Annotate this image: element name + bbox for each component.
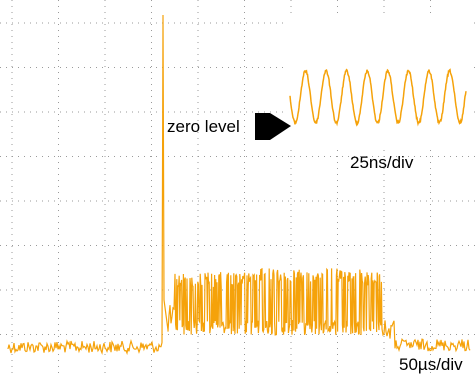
main-timebase-label: 50µs/div <box>399 355 463 374</box>
scope-screen: zero level 25ns/div 50µs/div <box>0 0 475 377</box>
inset-timebase-label: 25ns/div <box>350 153 414 172</box>
inset-panel <box>287 14 469 146</box>
zero-level-label: zero level <box>167 117 240 136</box>
zero-level-arrow <box>255 113 291 140</box>
page: zero level 25ns/div 50µs/div (() => { co… <box>0 0 475 377</box>
